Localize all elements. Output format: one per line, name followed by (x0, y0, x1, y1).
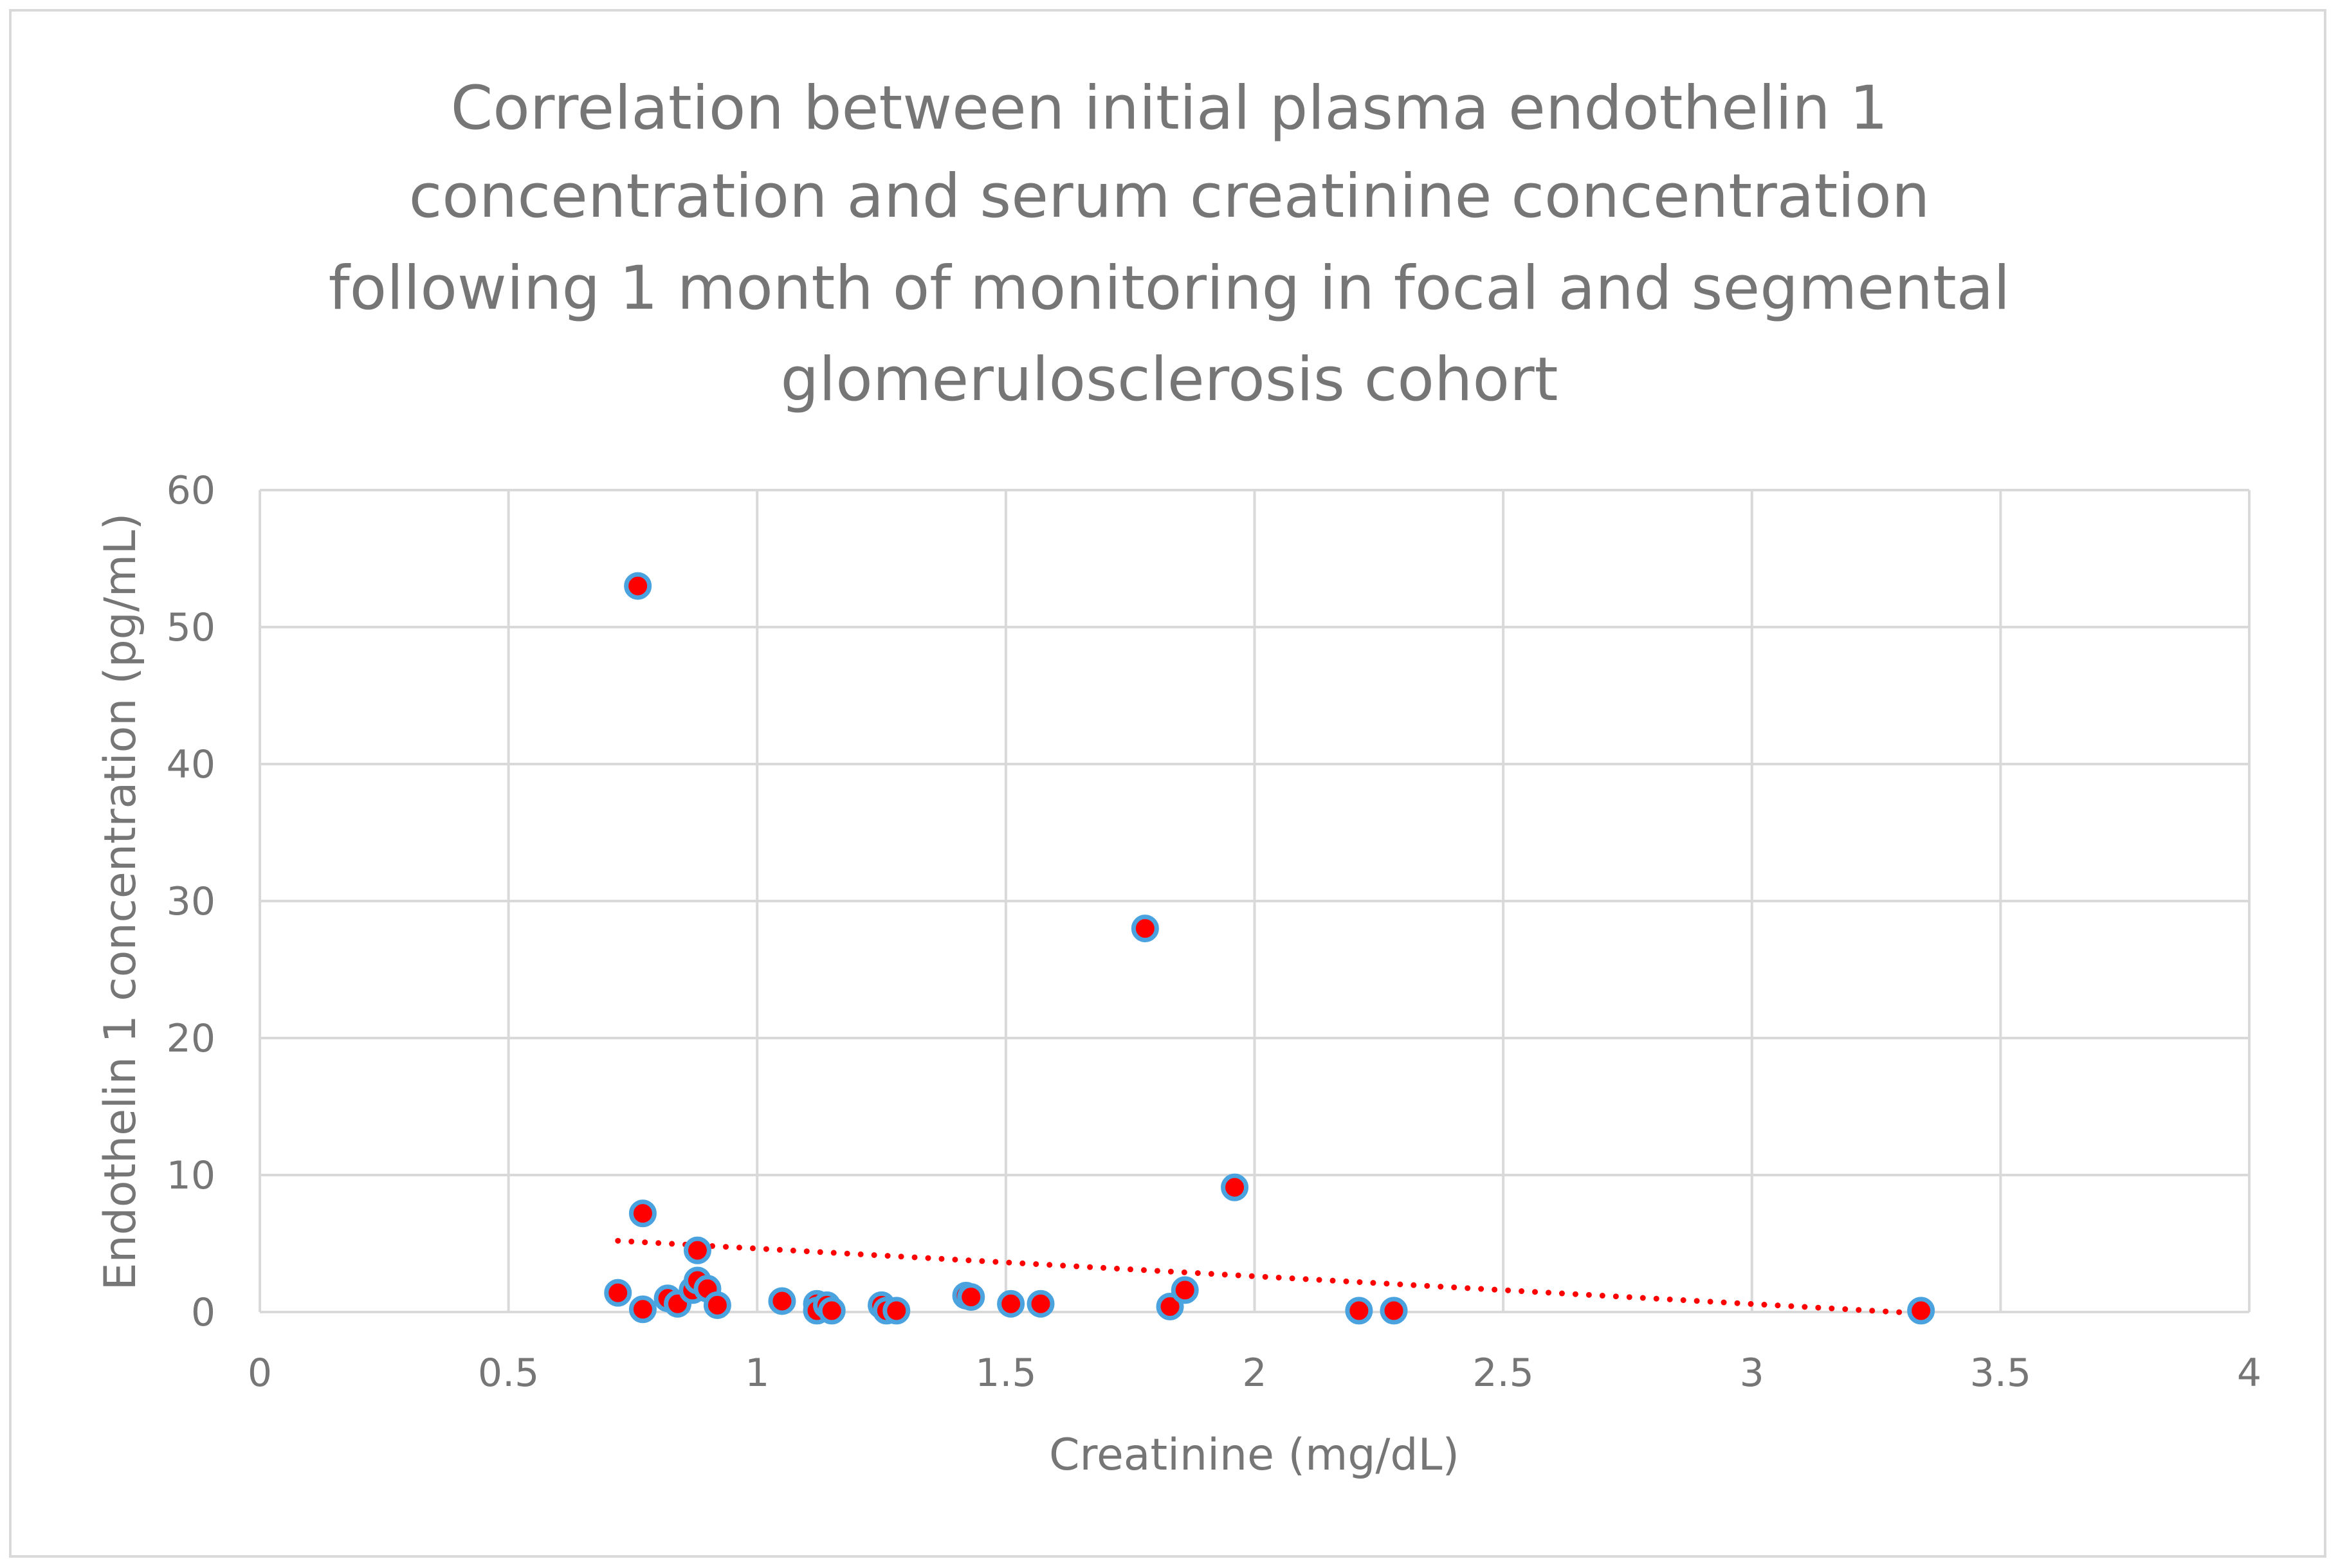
scatter-point (817, 1297, 846, 1325)
scatter-point (703, 1291, 731, 1319)
y-tick-label: 30 (167, 879, 215, 924)
scatter-point (997, 1290, 1025, 1318)
chart-title-line: Correlation between initial plasma endot… (451, 73, 1888, 143)
y-tick-label: 10 (167, 1153, 215, 1198)
x-tick-label: 3.5 (1970, 1351, 2031, 1396)
chart-title: Correlation between initial plasma endot… (329, 73, 2011, 415)
y-tick-label: 40 (167, 742, 215, 787)
x-tick-label: 4 (2237, 1351, 2261, 1396)
x-tick-label: 0.5 (478, 1351, 539, 1396)
scatter-point (1907, 1297, 1935, 1325)
data-points (604, 572, 1935, 1325)
x-tick-label: 2.5 (1472, 1351, 1533, 1396)
chart-title-line: concentration and serum creatinine conce… (409, 161, 1930, 232)
scatter-point (628, 1295, 657, 1324)
scatter-point (1345, 1297, 1373, 1325)
x-axis-title: Creatinine (mg/dL) (1049, 1430, 1459, 1481)
y-tick-label: 20 (167, 1016, 215, 1061)
scatter-point (882, 1297, 911, 1325)
x-axis-ticks: 0 0.5 1 1.5 2 2.5 3 3.5 4 (248, 1351, 2261, 1396)
gridlines (259, 489, 2251, 1313)
scatter-point (1221, 1173, 1249, 1201)
scatter-point (957, 1283, 985, 1311)
trendline (615, 1237, 1924, 1317)
y-tick-label: 0 (191, 1290, 215, 1335)
chart-title-line: glomerulosclerosis cohort (781, 345, 1558, 415)
scatter-point (768, 1287, 796, 1315)
x-tick-label: 0 (248, 1351, 272, 1396)
scatter-point (628, 1199, 657, 1228)
scatter-point (1156, 1292, 1184, 1320)
x-tick-label: 1.5 (975, 1351, 1036, 1396)
scatter-point (1131, 915, 1159, 943)
scatter-point (1171, 1276, 1199, 1304)
x-tick-label: 2 (1242, 1351, 1266, 1396)
y-tick-label: 60 (167, 468, 215, 513)
scatter-point (624, 572, 652, 600)
scatter-point (1380, 1297, 1408, 1325)
trendline-group (615, 1237, 1924, 1317)
scatter-point (604, 1279, 632, 1307)
scatter-point (683, 1236, 711, 1264)
x-tick-label: 3 (1740, 1351, 1764, 1396)
scatter-point (1027, 1290, 1055, 1318)
chart-title-line: following 1 month of monitoring in focal… (329, 253, 2011, 324)
x-tick-label: 1 (745, 1351, 769, 1396)
y-axis-ticks: 0 10 20 30 40 50 60 (167, 468, 215, 1335)
y-axis-title: Endothelin 1 concentration (pg/mL) (95, 513, 146, 1291)
y-tick-label: 50 (167, 605, 215, 650)
